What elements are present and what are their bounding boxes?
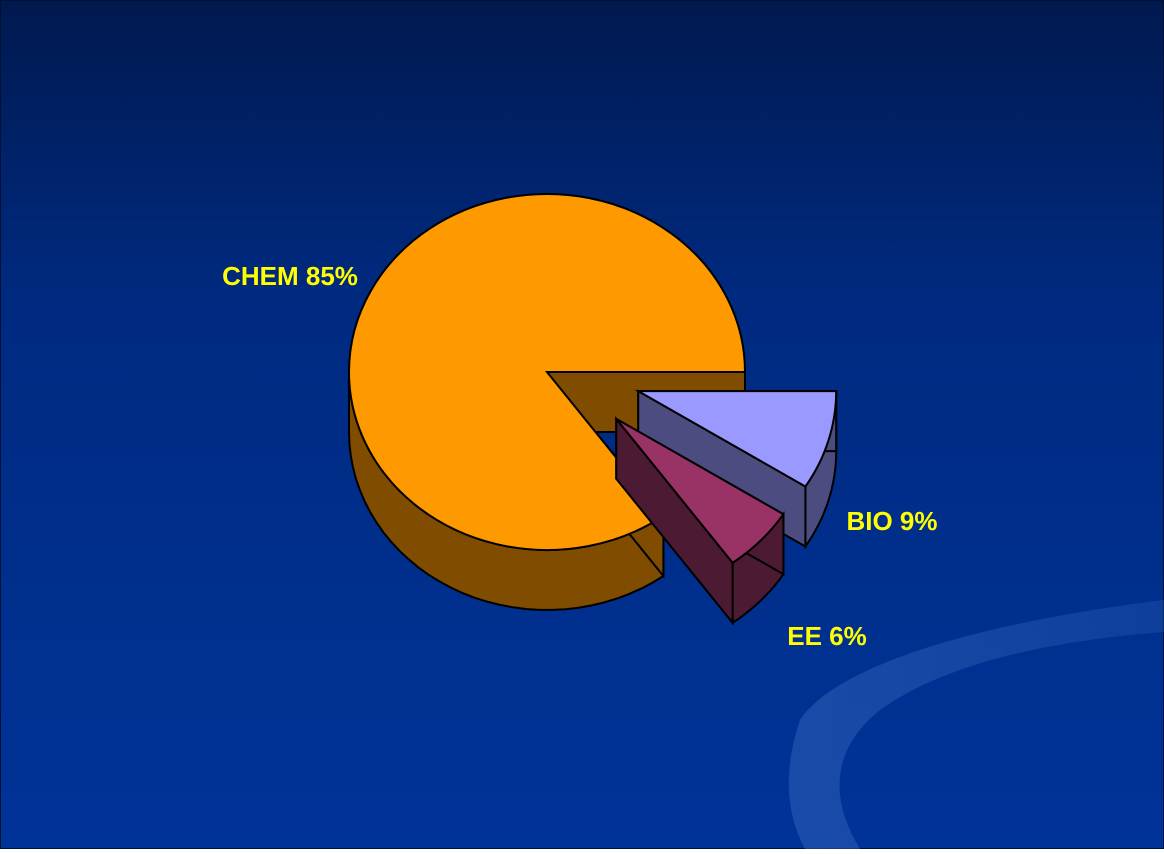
slice-label-bio: BIO 9% [846,506,937,536]
slice-ee [615,415,785,626]
pie-slices [348,193,838,626]
slice-ee-top [615,417,785,565]
slice-chem [348,193,747,611]
slice-bio [634,389,838,550]
slice-chem-top [348,193,747,551]
decorative-swoosh [788,600,1164,849]
slice-label-chem: CHEM 85% [222,261,358,291]
pie-labels: CHEM 85% BIO 9% EE 6% [222,261,937,651]
slice-bio-top [634,390,838,488]
slice-label-ee: EE 6% [787,621,867,651]
